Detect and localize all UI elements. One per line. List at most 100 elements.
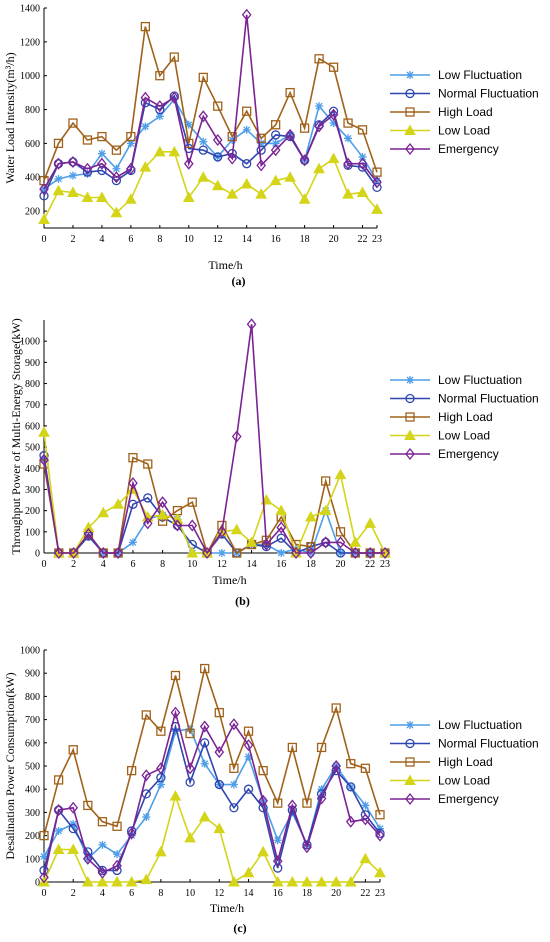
data-point bbox=[319, 504, 332, 516]
data-point bbox=[242, 866, 255, 878]
legend-label: Low Fluctuation bbox=[438, 68, 522, 82]
data-point bbox=[230, 523, 243, 535]
data-point bbox=[187, 519, 198, 532]
data-point bbox=[331, 703, 341, 713]
data-point bbox=[244, 752, 253, 761]
data-point bbox=[125, 193, 137, 204]
panel-label: (b) bbox=[235, 594, 250, 608]
data-point bbox=[68, 546, 79, 560]
data-point bbox=[198, 110, 209, 123]
data-point bbox=[360, 763, 371, 773]
data-point bbox=[140, 21, 150, 32]
data-point bbox=[229, 763, 239, 773]
y-tick-label: 900 bbox=[25, 669, 40, 680]
data-point bbox=[128, 477, 138, 490]
data-point bbox=[155, 112, 164, 121]
data-point bbox=[245, 536, 258, 547]
data-point bbox=[257, 139, 266, 148]
data-point bbox=[365, 546, 376, 560]
data-point bbox=[372, 176, 382, 189]
data-point bbox=[315, 102, 324, 111]
series-line bbox=[43, 94, 378, 197]
series-normal-fluctuation bbox=[39, 721, 385, 876]
data-point bbox=[126, 131, 136, 142]
legend-marker bbox=[406, 71, 414, 79]
series-line bbox=[43, 456, 385, 556]
data-point bbox=[350, 546, 361, 560]
data-point bbox=[198, 145, 208, 155]
x-tick-label: 12 bbox=[213, 234, 223, 245]
data-point bbox=[155, 845, 167, 857]
panel-label: (a) bbox=[232, 274, 246, 288]
data-point bbox=[185, 762, 195, 775]
x-tick-label: 6 bbox=[128, 234, 133, 245]
x-tick-label: 12 bbox=[214, 888, 224, 899]
series-low-fluctuation bbox=[40, 724, 384, 863]
data-point bbox=[273, 863, 283, 873]
x-tick-label: 23 bbox=[375, 888, 385, 899]
data-point bbox=[127, 765, 137, 776]
data-point bbox=[111, 171, 122, 184]
data-point bbox=[198, 811, 211, 822]
x-tick-label: 12 bbox=[217, 559, 227, 570]
y-tick-label: 400 bbox=[25, 785, 40, 796]
data-point bbox=[213, 101, 223, 111]
data-point bbox=[214, 779, 224, 790]
series-emergency bbox=[39, 8, 382, 196]
data-point bbox=[156, 762, 166, 775]
data-point bbox=[184, 831, 196, 843]
data-point bbox=[112, 821, 122, 831]
data-point bbox=[97, 157, 107, 170]
data-point bbox=[183, 157, 194, 170]
series-line bbox=[43, 151, 378, 220]
x-tick-label: 22 bbox=[360, 888, 370, 899]
y-tick-label: 300 bbox=[25, 808, 40, 819]
data-point bbox=[67, 843, 80, 855]
y-tick-label: 400 bbox=[25, 464, 40, 475]
data-point bbox=[287, 799, 298, 812]
y-tick-label: 200 bbox=[25, 207, 40, 218]
x-tick-label: 22 bbox=[358, 234, 368, 245]
y-tick-label: 700 bbox=[25, 715, 40, 726]
legend-label: High Load bbox=[438, 105, 493, 119]
data-point bbox=[314, 54, 324, 64]
series-line bbox=[43, 665, 381, 836]
data-point bbox=[375, 828, 385, 838]
data-point bbox=[39, 830, 49, 841]
data-point bbox=[68, 155, 78, 169]
data-point bbox=[346, 782, 356, 792]
data-point bbox=[83, 847, 93, 857]
x-tick-label: 23 bbox=[380, 559, 390, 570]
data-point bbox=[68, 118, 78, 128]
x-tick-label: 2 bbox=[71, 888, 76, 899]
data-point bbox=[344, 875, 357, 887]
data-point bbox=[314, 120, 324, 133]
data-point bbox=[227, 152, 238, 165]
data-point bbox=[229, 803, 239, 813]
data-point bbox=[302, 798, 312, 808]
x-tick-label: 14 bbox=[247, 559, 257, 570]
data-point bbox=[256, 145, 266, 155]
data-point bbox=[270, 144, 281, 157]
data-point bbox=[227, 131, 237, 142]
data-point bbox=[185, 777, 195, 787]
data-point bbox=[96, 191, 108, 203]
data-point bbox=[256, 159, 267, 172]
data-point bbox=[328, 108, 339, 121]
data-point bbox=[271, 120, 281, 130]
series-emergency bbox=[39, 318, 390, 560]
legend-label: Normal Fluctuation bbox=[438, 87, 539, 101]
data-point bbox=[372, 182, 382, 193]
data-point bbox=[335, 548, 346, 558]
y-tick-label: 800 bbox=[25, 105, 40, 116]
data-point bbox=[97, 817, 108, 827]
series-emergency bbox=[39, 706, 385, 884]
data-point bbox=[226, 188, 239, 199]
data-point bbox=[97, 506, 110, 518]
y-tick-label: 1000 bbox=[20, 646, 40, 657]
series-high-load bbox=[39, 21, 382, 186]
x-tick-label: 8 bbox=[160, 559, 165, 570]
data-point bbox=[82, 135, 93, 145]
series-low-load bbox=[38, 145, 383, 225]
data-point bbox=[214, 707, 224, 718]
